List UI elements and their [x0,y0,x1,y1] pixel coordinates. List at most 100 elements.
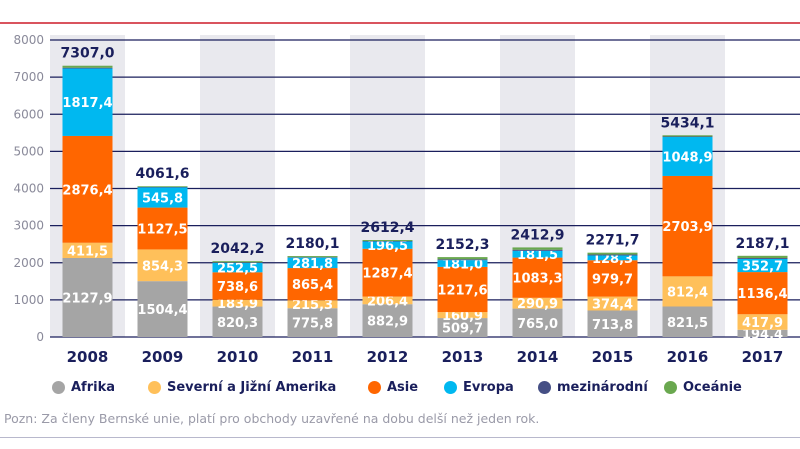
bar-segment [137,186,188,187]
total-label: 2187,1 [735,236,789,252]
bar-segment [737,258,788,259]
bar-segment [587,254,638,256]
bar-segment [62,65,113,68]
bar-segment [287,308,338,337]
bar-segment [287,257,338,258]
bar-segment [137,281,188,337]
legend-label: Oceánie [683,380,742,395]
bar-segment [287,300,338,309]
x-tick-label: 2017 [742,348,784,366]
bar-segment [212,306,263,337]
bar-segment [437,257,488,260]
bar-segment [437,266,488,313]
total-label: 2152,3 [435,237,489,253]
data-label: 290,9 [517,297,558,312]
bar-segment [587,260,638,297]
bar-segment [437,259,488,261]
data-label: 1287,4 [362,267,412,282]
bar-segment [212,299,263,307]
bar-segment [62,258,113,337]
legend-item: Asie [368,380,418,395]
data-label: 1136,4 [737,287,787,302]
data-label: 183,9 [217,297,258,312]
total-label: 2612,4 [360,220,414,236]
bar-segment [737,272,788,315]
data-label: 2876,4 [62,183,112,198]
x-tick-label: 2009 [142,348,184,366]
y-tick-label: 1000 [13,293,44,307]
data-label: 821,5 [667,316,708,331]
bar-segment [362,248,413,297]
bar-segment [362,304,413,337]
total-label: 2271,7 [585,233,639,249]
data-label: 411,5 [67,244,108,259]
x-tick-label: 2015 [592,348,634,366]
bar-segment [212,261,263,263]
bar-segment [662,137,713,176]
bar-segment [362,296,413,305]
legend-swatch [148,381,161,394]
legend-swatch [368,381,381,394]
stacked-bar-chart: 0 1000 2000 3000 4000 5000 6000 7000 8000 2127,9 4… [13,33,800,366]
data-label: 738,6 [217,280,258,295]
bar-segment [587,310,638,337]
bar-segment [662,135,713,137]
total-label: 7307,0 [60,46,114,62]
bar-segment [62,67,113,69]
total-label: 2180,1 [285,236,339,252]
legend-item: Severní a Jižní Amerika [148,380,336,395]
bar-segment [437,312,488,319]
bar-segment [137,249,188,282]
total-label: 4061,6 [135,166,189,182]
bar-segment [587,296,638,311]
legend-item: Oceánie [664,380,742,395]
bar-segment [437,260,488,267]
data-label: 812,4 [667,285,708,300]
data-label: 1217,6 [437,284,487,299]
bar-segment [137,187,188,208]
y-tick-label: 3000 [13,219,44,233]
x-tick-label: 2016 [667,348,709,366]
data-label: 865,4 [292,278,333,293]
legend-swatch [538,381,551,394]
bar-segment [587,252,638,255]
legend-item: mezinárodní [538,380,648,395]
x-tick-label: 2011 [292,348,334,366]
legend-label: Evropa [463,380,514,395]
bar-segment [62,68,113,136]
data-label: 545,8 [142,191,183,206]
title-divider [0,22,800,24]
bar-segment [437,318,488,337]
data-label: 206,4 [367,294,408,309]
legend-label: mezinárodní [557,380,648,395]
x-tick-label: 2010 [217,348,259,366]
legend-label: Severní a Jižní Amerika [167,380,337,395]
bar-segment [737,255,788,259]
data-label: 1127,5 [137,223,187,238]
bar-segment [662,276,713,307]
legend-label: Asie [387,380,419,395]
y-tick-label: 6000 [13,107,44,121]
data-label: 160,9 [442,309,483,324]
bar-segment [287,256,338,258]
data-label: 820,3 [217,316,258,331]
y-tick-label: 5000 [13,144,44,158]
total-label: 2412,9 [510,227,564,243]
data-label: 854,3 [142,259,183,274]
bar-segment [62,135,113,243]
bar-segment [212,262,263,263]
data-label: 196,5 [367,239,408,254]
legend-label: Afrika [71,380,116,395]
bar-segment [512,297,563,309]
legend-swatch [52,381,65,394]
bar-segment [737,258,788,273]
bar-segment [512,308,563,337]
bar-segment [662,136,713,138]
data-label: 979,7 [592,272,633,287]
legend-item: Afrika [52,380,115,395]
y-tick-label: 7000 [13,70,44,84]
x-tick-label: 2013 [442,348,484,366]
data-label: 765,0 [517,317,558,332]
footnote: Pozn: Za členy Bernské unie, platí pro o… [4,411,540,426]
bar-segment [587,255,638,261]
